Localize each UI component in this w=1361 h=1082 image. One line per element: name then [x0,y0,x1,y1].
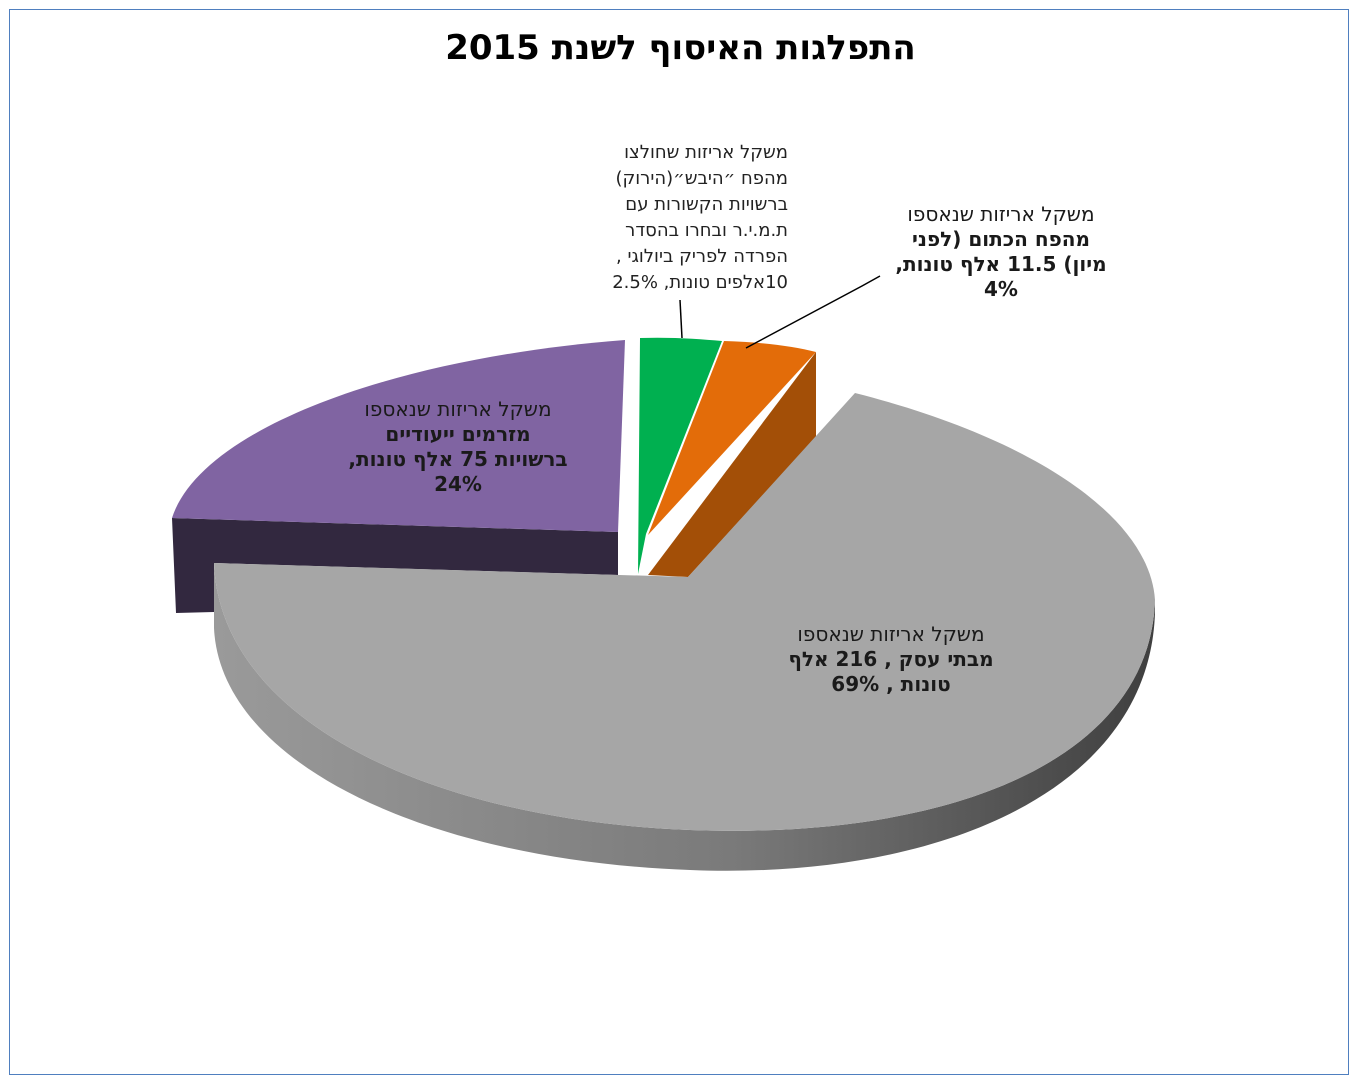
slice-label-orange-line4: 4% [984,277,1018,301]
slice-purple [172,340,625,532]
leader-line-green [679,299,683,339]
slice-label-orange-line3: מיון) 11.5 אלף טונות, [895,252,1107,276]
slice-label-purple-line2: מזרמים ייעודיים [385,422,531,446]
slice-purple-side [172,518,618,613]
slice-label-orange: משקל אריזות שנאספו מהפח הכתום (לפני מיון… [870,202,1132,302]
slice-label-orange-line1: משקל אריזות שנאספו [907,202,1095,226]
slice-label-green-line6: 10אלפים טונות, 2.5% [612,272,788,293]
slice-label-green-line5: הפרדה לפריק ביולוגי , [616,246,788,267]
slice-label-gray-line2: מבתי עסק , 216 אלף [788,647,994,671]
chart-title: התפלגות האיסוף לשנת 2015 [445,28,916,68]
slice-label-purple: משקל אריזות שנאספו מזרמים ייעודיים ברשוי… [318,397,598,497]
slice-label-purple-line3: ברשויות 75 אלף טונות, [348,447,568,471]
slice-label-green-line1: משקל אריזות שחולצו [624,142,788,163]
slice-orange [648,341,816,535]
slice-label-green-line4: ת.מ.י.ר ובחרו בהסדר [625,220,788,241]
slice-label-purple-line1: משקל אריזות שנאספו [364,397,552,421]
slice-label-green-line3: ברשויות הקשורות עם [625,194,788,215]
slice-label-purple-line4: 24% [434,472,482,496]
slice-orange-side [648,352,816,577]
slice-label-orange-line2: מהפח הכתום (לפני [912,227,1090,251]
slice-label-gray-line3: טונות , 69% [831,672,951,696]
chart-frame [9,9,1349,1075]
slice-label-green-line2: מהפח ״היבש״(הירוק) [615,168,788,189]
slice-green [638,337,722,574]
slice-label-gray: משקל אריזות שנאספו מבתי עסק , 216 אלף טו… [760,622,1022,697]
leader-line-orange [745,275,881,349]
slice-gray [214,393,1155,831]
slice-label-green: משקל אריזות שחולצו מהפח ״היבש״(הירוק) בר… [548,140,788,296]
slice-gray-side [214,563,1155,871]
slice-label-gray-line1: משקל אריזות שנאספו [797,622,985,646]
